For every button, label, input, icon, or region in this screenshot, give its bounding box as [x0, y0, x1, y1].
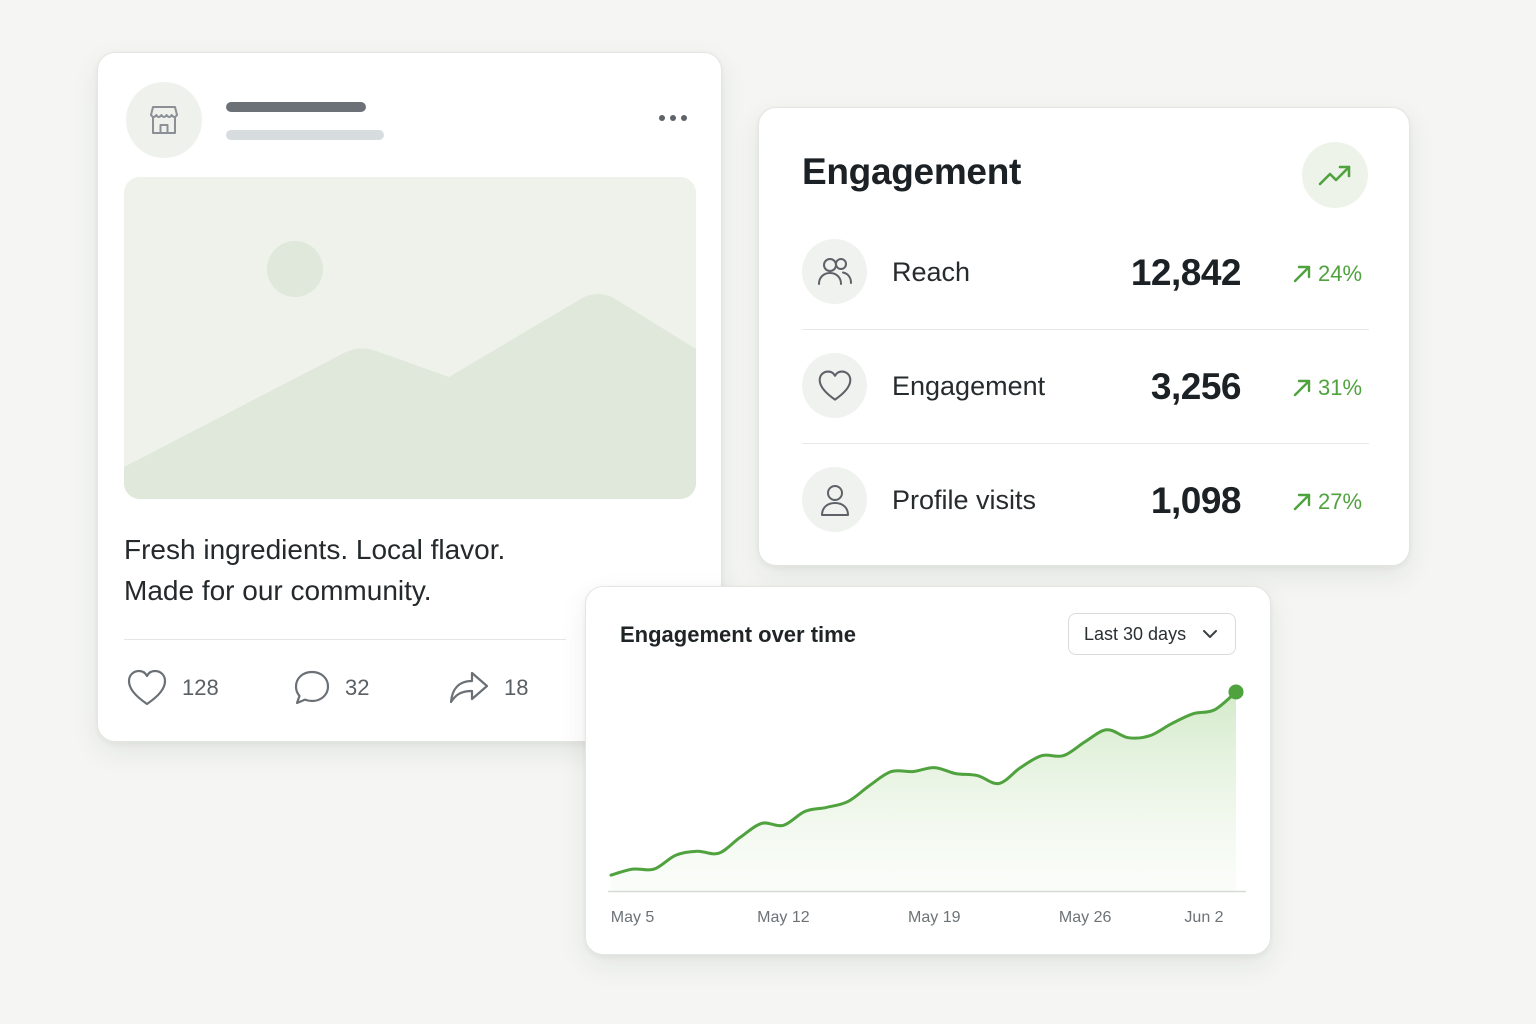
x-tick-label: May 19: [908, 909, 961, 926]
x-tick-label: May 26: [1059, 909, 1112, 926]
heart-icon: [818, 370, 851, 401]
metric-row-profile-visits[interactable]: Profile visits 1,098 27%: [802, 467, 1369, 533]
card-title: Engagement: [802, 151, 1022, 192]
avatar[interactable]: [126, 82, 202, 158]
x-tick-label: May 5: [611, 909, 655, 926]
arrow-up-right-icon: [1293, 493, 1311, 511]
more-dot: [681, 115, 687, 121]
engagement-chart: May 5 May 12 May 19 May 26 Jun 2: [608, 684, 1246, 926]
user-icon: [820, 484, 849, 516]
metric-label: Engagement: [892, 371, 1046, 401]
metric-change-value: 24%: [1318, 261, 1363, 286]
comment-count: 32: [345, 675, 370, 700]
caption-line: Fresh ingredients. Local flavor.: [124, 534, 506, 565]
metric-change: 24%: [1292, 261, 1362, 287]
date-range-select[interactable]: Last 30 days: [1068, 613, 1236, 655]
x-tick-label: Jun 2: [1184, 909, 1223, 926]
engagement-card: Engagement Reach 12,842 24%: [758, 107, 1410, 566]
last-data-point[interactable]: [1228, 684, 1244, 700]
metric-icon: [802, 467, 867, 532]
more-options-button[interactable]: [653, 105, 693, 131]
series-line: [609, 690, 1238, 877]
storefront-icon: [150, 106, 178, 134]
comment-button[interactable]: 32: [293, 667, 369, 709]
share-button[interactable]: 18: [448, 667, 528, 709]
metric-label: Reach: [892, 257, 971, 287]
comment-icon: [294, 670, 330, 705]
trend-badge: [1302, 142, 1368, 208]
post-card: Fresh ingredients. Local flavor. Made fo…: [97, 52, 722, 742]
metric-change-value: 27%: [1318, 489, 1363, 514]
chart-card: May 5 May 12 May 19 May 26 Jun 2 Engagement …: [585, 586, 1271, 955]
divider: [124, 639, 566, 640]
chart-area-fill: [611, 692, 1236, 891]
more-dot: [670, 115, 676, 121]
account-subtitle-placeholder: [226, 130, 384, 140]
divider: [802, 443, 1369, 444]
x-tick-label: May 12: [757, 909, 810, 926]
metric-icon: [802, 353, 867, 418]
more-horizontal-icon: [659, 115, 665, 121]
post-image[interactable]: [124, 177, 696, 499]
share-count: 18: [504, 675, 529, 700]
metric-change: 27%: [1292, 489, 1362, 515]
arrow-up-right-icon: [1293, 265, 1311, 283]
metric-value: 12,842: [1130, 252, 1242, 293]
account-name-placeholder: [226, 102, 366, 112]
share-icon: [449, 671, 489, 704]
divider: [802, 329, 1369, 330]
post-caption: Fresh ingredients. Local flavor. Made fo…: [124, 529, 564, 611]
date-range-label: Last 30 days: [1084, 623, 1187, 644]
metric-change: 31%: [1292, 375, 1362, 401]
metric-value: 1,098: [1150, 480, 1242, 521]
metric-label: Profile visits: [892, 485, 1037, 515]
arrow-up-right-icon: [1293, 379, 1311, 397]
users-icon: [817, 257, 852, 285]
like-button[interactable]: 128: [126, 667, 219, 709]
trending-up-icon: [1318, 165, 1351, 186]
chart-title: Engagement over time: [620, 622, 856, 647]
metric-row-reach[interactable]: Reach 12,842 24%: [802, 239, 1369, 305]
chevron-down-icon: [1203, 630, 1218, 638]
metric-row-engagement[interactable]: Engagement 3,256 31%: [802, 353, 1369, 419]
metric-icon: [802, 239, 867, 304]
metric-value: 3,256: [1150, 366, 1242, 407]
caption-line: Made for our community.: [124, 575, 432, 606]
metric-change-value: 31%: [1318, 375, 1363, 400]
image-placeholder-icon: [124, 177, 696, 499]
heart-icon: [127, 669, 167, 706]
like-count: 128: [182, 675, 219, 700]
